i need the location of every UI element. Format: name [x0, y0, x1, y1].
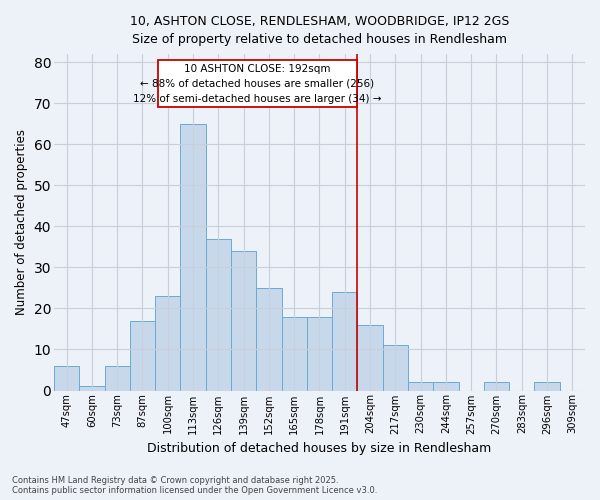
Bar: [54, 366, 79, 390]
Text: Contains HM Land Registry data © Crown copyright and database right 2025.
Contai: Contains HM Land Registry data © Crown c…: [12, 476, 377, 495]
Title: 10, ASHTON CLOSE, RENDLESHAM, WOODBRIDGE, IP12 2GS
Size of property relative to : 10, ASHTON CLOSE, RENDLESHAM, WOODBRIDGE…: [130, 15, 509, 46]
Bar: [206, 238, 231, 390]
Bar: [358, 325, 383, 390]
Bar: [535, 382, 560, 390]
Bar: [79, 386, 104, 390]
Bar: [281, 316, 307, 390]
Bar: [383, 346, 408, 391]
Bar: [104, 366, 130, 390]
Bar: [181, 124, 206, 390]
Bar: [256, 288, 281, 390]
Bar: [332, 292, 358, 390]
Bar: [155, 296, 181, 390]
X-axis label: Distribution of detached houses by size in Rendlesham: Distribution of detached houses by size …: [148, 442, 491, 455]
Text: 10 ASHTON CLOSE: 192sqm
← 88% of detached houses are smaller (256)
12% of semi-d: 10 ASHTON CLOSE: 192sqm ← 88% of detache…: [133, 64, 382, 104]
Bar: [484, 382, 509, 390]
Bar: [130, 321, 155, 390]
Y-axis label: Number of detached properties: Number of detached properties: [15, 130, 28, 316]
Bar: [433, 382, 458, 390]
Bar: [408, 382, 433, 390]
Bar: [231, 251, 256, 390]
Bar: [307, 316, 332, 390]
FancyBboxPatch shape: [158, 60, 358, 108]
